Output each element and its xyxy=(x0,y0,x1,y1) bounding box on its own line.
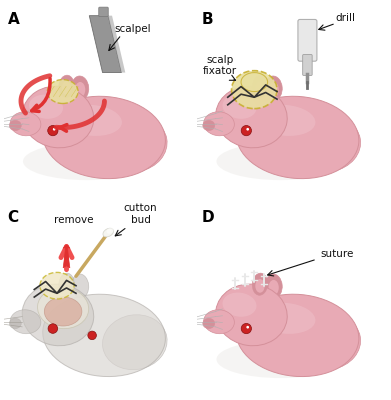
Ellipse shape xyxy=(255,279,265,293)
Ellipse shape xyxy=(252,75,268,97)
Ellipse shape xyxy=(102,117,167,172)
Ellipse shape xyxy=(102,315,167,370)
Text: drill: drill xyxy=(335,13,355,23)
Ellipse shape xyxy=(47,80,78,104)
Ellipse shape xyxy=(59,75,74,97)
Ellipse shape xyxy=(217,340,344,378)
Text: remove: remove xyxy=(54,215,94,225)
Ellipse shape xyxy=(265,274,282,298)
Ellipse shape xyxy=(203,318,215,328)
Ellipse shape xyxy=(72,274,89,298)
Text: B: B xyxy=(201,12,213,27)
Ellipse shape xyxy=(40,272,74,299)
Ellipse shape xyxy=(269,280,279,295)
Polygon shape xyxy=(108,16,125,72)
Polygon shape xyxy=(89,16,122,72)
Ellipse shape xyxy=(217,142,344,180)
Ellipse shape xyxy=(222,95,256,119)
Ellipse shape xyxy=(9,120,21,131)
Ellipse shape xyxy=(10,112,41,136)
Ellipse shape xyxy=(62,81,71,95)
Ellipse shape xyxy=(265,76,282,100)
Ellipse shape xyxy=(204,310,234,334)
Ellipse shape xyxy=(216,86,287,148)
Circle shape xyxy=(241,126,251,136)
Ellipse shape xyxy=(252,273,268,295)
Text: scalpel: scalpel xyxy=(115,24,151,34)
Ellipse shape xyxy=(216,284,287,346)
Ellipse shape xyxy=(23,142,151,180)
Circle shape xyxy=(88,331,97,340)
Ellipse shape xyxy=(231,71,277,109)
Text: cutton
bud: cutton bud xyxy=(124,204,157,225)
FancyBboxPatch shape xyxy=(303,54,312,76)
Text: C: C xyxy=(8,210,19,225)
Ellipse shape xyxy=(43,294,165,376)
Ellipse shape xyxy=(236,294,359,376)
Ellipse shape xyxy=(256,303,316,334)
Ellipse shape xyxy=(75,82,85,97)
Ellipse shape xyxy=(9,318,21,328)
Ellipse shape xyxy=(296,315,361,370)
Circle shape xyxy=(48,324,57,333)
Ellipse shape xyxy=(38,288,89,329)
Ellipse shape xyxy=(22,86,94,148)
Ellipse shape xyxy=(296,117,361,172)
Ellipse shape xyxy=(204,112,234,136)
Text: suture: suture xyxy=(321,249,354,259)
FancyBboxPatch shape xyxy=(298,20,317,61)
Circle shape xyxy=(48,126,58,136)
Ellipse shape xyxy=(241,72,267,92)
Ellipse shape xyxy=(107,228,114,234)
Ellipse shape xyxy=(22,284,94,346)
Ellipse shape xyxy=(103,228,113,237)
Ellipse shape xyxy=(29,95,63,119)
Ellipse shape xyxy=(269,82,279,97)
Ellipse shape xyxy=(72,76,89,100)
Ellipse shape xyxy=(10,310,41,334)
Circle shape xyxy=(246,326,249,328)
Circle shape xyxy=(53,128,56,131)
Ellipse shape xyxy=(236,96,359,179)
Text: scalp
fixator: scalp fixator xyxy=(203,55,237,76)
Text: A: A xyxy=(8,12,20,27)
Ellipse shape xyxy=(43,96,165,179)
Circle shape xyxy=(246,128,249,131)
Circle shape xyxy=(241,324,251,334)
Ellipse shape xyxy=(256,105,316,136)
Ellipse shape xyxy=(255,81,265,95)
Ellipse shape xyxy=(44,297,82,326)
Ellipse shape xyxy=(222,292,256,317)
Ellipse shape xyxy=(203,120,215,131)
Text: D: D xyxy=(201,210,214,225)
FancyBboxPatch shape xyxy=(99,7,108,17)
Ellipse shape xyxy=(59,273,74,295)
Ellipse shape xyxy=(62,105,122,136)
